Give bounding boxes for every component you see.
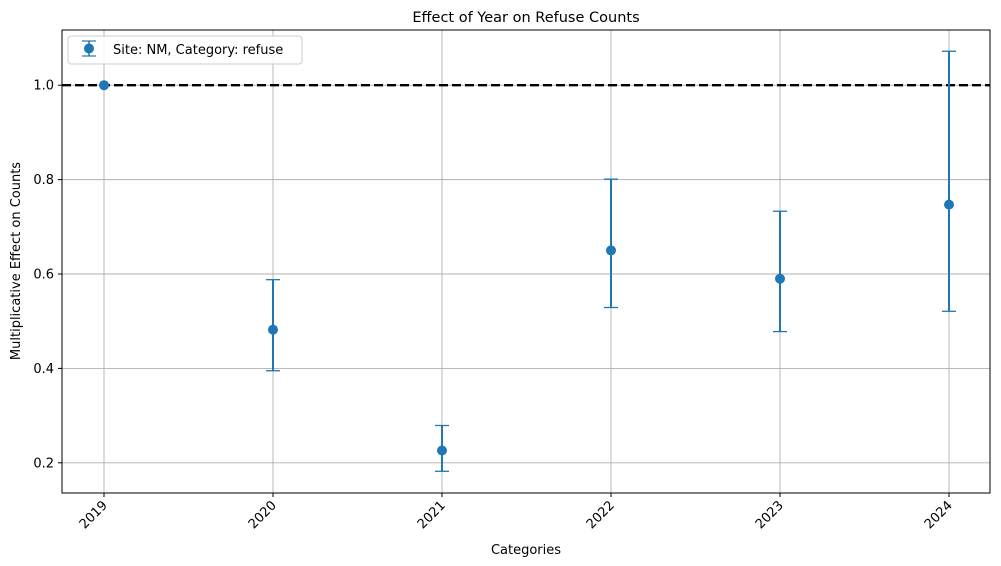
legend-box [67,35,303,65]
y-tick-label: 0.2 [33,456,54,471]
y-axis-label: Multiplicative Effect on Counts [9,162,24,360]
data-point [437,445,447,456]
series-nm-refuse [99,50,956,472]
grid [62,30,990,493]
chart-title: Effect of Year on Refuse Counts [412,10,639,26]
data-point [606,245,616,256]
plot-frame [61,29,991,494]
x-tick-label: 2020 [246,498,280,532]
x-tick-label: 2022 [584,498,618,532]
x-tick-label: 2024 [922,498,956,532]
x-tick-label: 2019 [77,498,111,532]
x-tick-label: 2023 [753,498,787,532]
data-point [99,80,109,91]
x-axis-label: Categories [491,543,561,558]
y-tick-label: 0.6 [33,268,54,283]
y-tick-label: 0.4 [33,362,54,377]
data-point [268,324,278,335]
y-tick-label: 1.0 [33,79,54,94]
legend-marker-icon [84,43,94,54]
legend-label: Site: NM, Category: refuse [113,43,283,58]
x-axis: 2019 2020 2021 2022 2023 2024 [77,493,956,532]
x-tick-label: 2021 [415,498,449,532]
y-axis: 0.2 0.4 0.6 0.8 1.0 [33,79,62,471]
data-point [944,199,954,210]
y-tick-label: 0.8 [33,173,54,188]
data-point [775,273,785,284]
legend: Site: NM, Category: refuse [67,35,303,65]
